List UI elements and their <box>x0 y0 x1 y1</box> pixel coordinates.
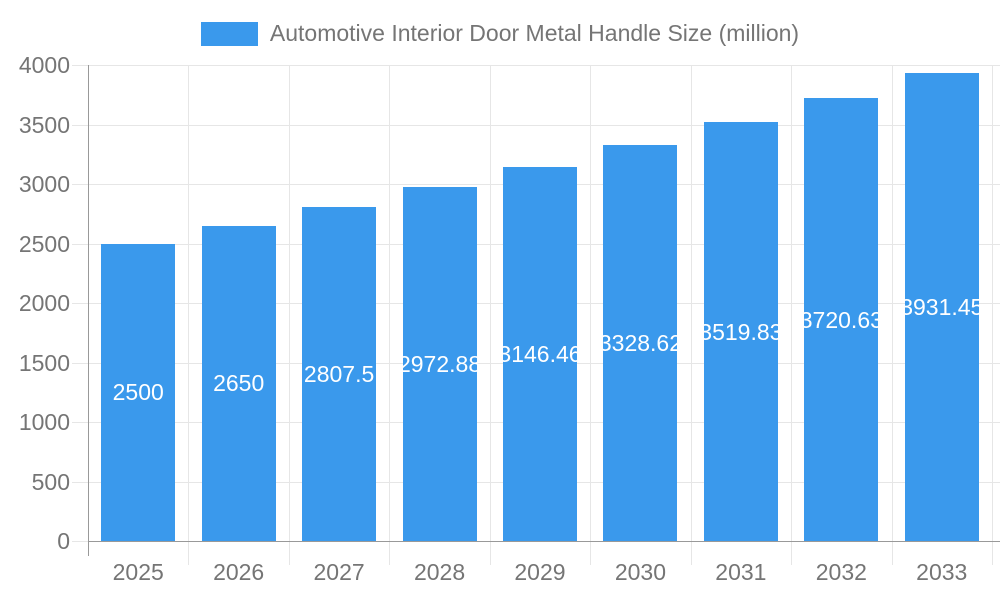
y-axis-tick <box>72 303 88 304</box>
y-axis-label: 500 <box>31 468 70 495</box>
y-axis-label: 2500 <box>18 230 70 257</box>
gridline-vertical <box>389 65 391 565</box>
y-axis-tick <box>72 65 88 66</box>
bar <box>402 187 477 541</box>
bar-value-label: 2972.88 <box>397 351 482 378</box>
x-axis-label: 2026 <box>213 559 265 585</box>
x-axis-label: 2032 <box>815 559 867 585</box>
y-axis-label: 4000 <box>18 52 70 78</box>
y-axis-tick <box>72 362 88 364</box>
gridline-vertical <box>690 65 692 565</box>
y-axis-label: 0 <box>57 528 70 554</box>
bar <box>503 166 577 541</box>
bar-value-label: 2650 <box>213 370 265 397</box>
y-axis-tick <box>72 541 88 542</box>
y-axis-tick <box>72 243 88 245</box>
bar-value-label: 3519.83 <box>699 318 783 345</box>
y-axis-label: 3000 <box>18 171 70 197</box>
bar <box>904 73 979 541</box>
bar <box>603 144 678 541</box>
bar <box>101 243 176 541</box>
y-axis-line <box>88 65 89 556</box>
plot-area: 0 500 1000 1500 2000 2500 3000 3500 4000 2500 2025… <box>19 53 1000 585</box>
y-axis-label: 3500 <box>18 111 70 138</box>
chart-legend[interactable]: Automotive Interior Door Metal Handle Si… <box>0 20 1000 47</box>
gridline-vertical <box>188 65 190 565</box>
y-axis-label: 1500 <box>18 349 70 376</box>
gridline-vertical <box>992 65 993 565</box>
bar <box>703 122 778 541</box>
bar-value-label: 3720.63 <box>799 306 883 333</box>
x-axis-label: 2029 <box>514 559 566 585</box>
bar-value-label: 3146.46 <box>498 340 582 367</box>
bar-value-label: 3931.45 <box>900 294 984 321</box>
bar-value-label: 2807.5 <box>303 360 375 387</box>
gridline-vertical <box>288 65 290 565</box>
x-axis-line <box>88 541 1000 542</box>
x-axis-label: 2033 <box>916 559 968 585</box>
gridline-vertical <box>891 65 893 565</box>
y-axis-tick <box>72 124 88 126</box>
x-axis-label: 2028 <box>413 559 466 585</box>
y-axis-tick <box>72 481 88 483</box>
gridline-horizontal <box>88 65 1000 66</box>
x-axis-label: 2025 <box>112 559 164 585</box>
bar-value-label: 2500 <box>112 379 164 406</box>
y-axis-tick <box>72 184 88 185</box>
gridline-horizontal <box>88 124 1000 126</box>
gridline-vertical <box>791 65 793 565</box>
legend-label: Automotive Interior Door Metal Handle Si… <box>269 20 800 46</box>
y-axis-label: 2000 <box>18 290 70 316</box>
x-axis-label: 2030 <box>614 559 667 585</box>
bar-value-label: 3328.62 <box>598 329 683 356</box>
bar <box>201 225 276 541</box>
x-axis-label: 2027 <box>313 559 365 585</box>
x-axis-label: 2031 <box>715 559 767 585</box>
bar <box>804 98 879 541</box>
y-axis-tick <box>72 422 88 423</box>
gridline-vertical <box>489 65 491 565</box>
gridline-vertical <box>590 65 592 565</box>
legend-swatch-icon <box>200 21 258 46</box>
bar <box>302 206 377 541</box>
y-axis-label: 1000 <box>18 409 70 435</box>
